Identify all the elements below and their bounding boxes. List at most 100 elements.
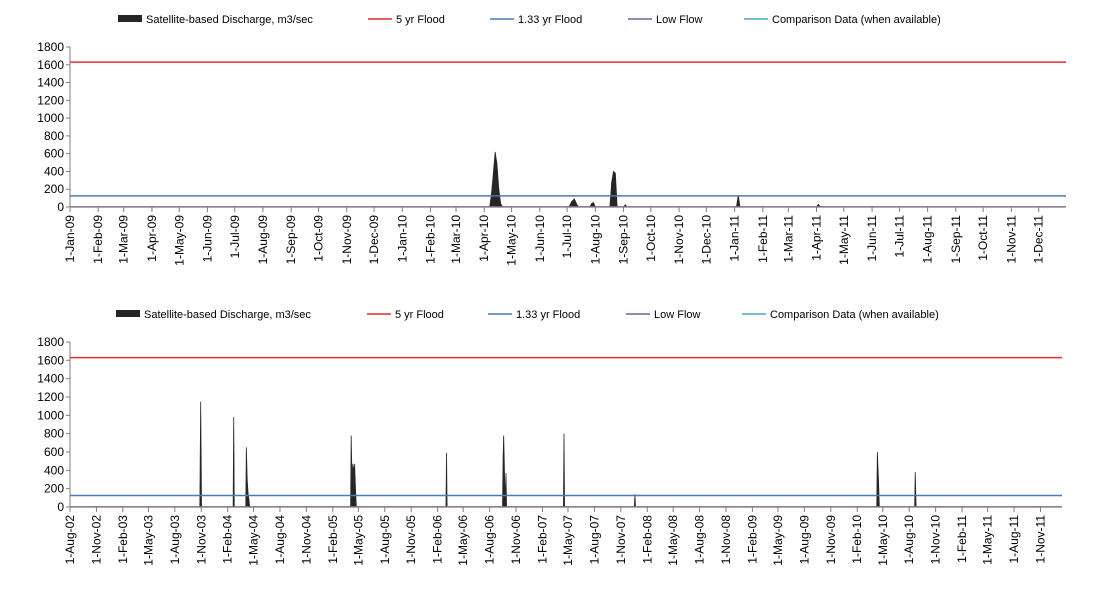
y-tick-label: 1200 (37, 93, 64, 107)
y-tick-label: 800 (44, 129, 64, 143)
x-tick-label: 1-Aug-09 (797, 515, 811, 565)
legend-label: Low Flow (654, 309, 701, 321)
x-tick-label: 1-May-10 (505, 215, 519, 266)
x-tick-label: 1-Sep-11 (949, 215, 963, 264)
x-tick-label: 1-May-09 (172, 215, 186, 266)
y-tick-label: 1000 (37, 408, 64, 422)
x-tick-label: 1-May-11 (981, 515, 995, 565)
x-tick-label: 1-Aug-10 (588, 215, 602, 265)
x-tick-label: 1-Feb-10 (424, 215, 438, 264)
x-tick-label: 1-Aug-05 (378, 515, 392, 565)
legend-entry-flood133: 1.33 yr Flood (490, 14, 582, 26)
x-tick-label: 1-Mar-09 (117, 215, 131, 264)
x-tick-label: 1-Jul-10 (560, 215, 574, 259)
x-tick-label: 1-Jan-10 (395, 215, 409, 263)
legend-entry-comparison: Comparison Data (when available) (744, 14, 941, 26)
x-tick-label: 1-Nov-08 (719, 515, 733, 565)
x-tick-label: 1-May-08 (666, 515, 680, 566)
legend-swatch (118, 15, 142, 22)
legend-entry-lowflow: Low Flow (628, 14, 703, 26)
legend: Satellite-based Discharge, m3/sec 5 yr Fl… (118, 14, 941, 26)
x-tick-label: 1-Nov-09 (340, 215, 354, 265)
x-tick-label: 1-Oct-10 (644, 215, 658, 262)
x-tick-label: 1-May-09 (771, 515, 785, 566)
x-tick-label: 1-Nov-06 (509, 515, 523, 565)
legend-entry-flood5: 5 yr Flood (367, 309, 444, 321)
x-tick-label: 1-Apr-09 (145, 215, 159, 262)
x-tick-label: 1-Aug-06 (483, 515, 497, 565)
x-tick-label: 1-Feb-11 (955, 515, 969, 563)
x-tick-label: 1-Feb-09 (91, 215, 105, 264)
y-tick-label: 1800 (37, 40, 64, 54)
y-tick-label: 200 (44, 182, 64, 196)
legend-entry-flood133: 1.33 yr Flood (488, 309, 580, 321)
x-tick-label: 1-Nov-07 (614, 515, 628, 565)
x-tick-label: 1-Nov-11 (1033, 515, 1047, 564)
x-tick-label: 1-May-05 (351, 515, 365, 566)
legend-entry-flood5: 5 yr Flood (368, 14, 445, 26)
y-tick-label: 800 (44, 427, 64, 441)
x-tick-label: 1-Apr-11 (810, 215, 824, 261)
x-tick-label: 1-Jul-11 (892, 215, 906, 258)
legend-label: Comparison Data (when available) (772, 14, 941, 26)
x-tick-label: 1-Nov-11 (1004, 215, 1018, 264)
y-tick-label: 1600 (37, 353, 64, 367)
x-tick-label: 1-Nov-03 (194, 515, 208, 565)
x-tick-label: 1-May-07 (561, 515, 575, 566)
discharge-chart-2009-2011: Satellite-based Discharge, m3/sec 5 yr Fl… (37, 14, 1066, 266)
legend-label: 5 yr Flood (396, 14, 445, 26)
x-tick-label: 1-Aug-04 (273, 515, 287, 565)
x-axis: 1-Aug-02 1-Nov-02 1-Feb-03 1-May-03 1-Aug-03… (63, 506, 1062, 566)
legend-label: 5 yr Flood (395, 309, 444, 321)
y-tick-label: 1200 (37, 390, 64, 404)
legend-label: 1.33 yr Flood (518, 14, 582, 26)
x-tick-label: 1-Feb-10 (850, 515, 864, 564)
x-tick-label: 1-May-04 (247, 515, 261, 566)
x-tick-label: 1-Jan-09 (63, 215, 77, 263)
x-tick-label: 1-Nov-05 (404, 515, 418, 565)
x-tick-label: 1-Feb-05 (326, 515, 340, 564)
y-tick-label: 400 (44, 463, 64, 477)
discharge-area (70, 401, 1062, 508)
x-tick-label: 1-Aug-10 (902, 515, 916, 565)
y-tick-label: 600 (44, 147, 64, 161)
x-tick-label: 1-Jan-11 (728, 215, 742, 262)
x-tick-label: 1-Feb-11 (756, 215, 770, 263)
x-tick-label: 1-Feb-04 (221, 515, 235, 564)
x-tick-label: 1-Feb-06 (431, 515, 445, 564)
x-tick-label: 1-Jun-10 (533, 215, 547, 263)
x-tick-label: 1-Aug-09 (256, 215, 270, 265)
x-tick-label: 1-May-03 (141, 515, 155, 566)
discharge-area (70, 151, 1066, 208)
x-tick-label: 1-Dec-09 (367, 215, 381, 265)
y-tick-label: 1400 (37, 76, 64, 90)
x-tick-label: 1-Aug-11 (1007, 515, 1021, 564)
legend-entry-discharge: Satellite-based Discharge, m3/sec (116, 309, 311, 321)
y-tick-label: 400 (44, 164, 64, 178)
legend-entry-discharge: Satellite-based Discharge, m3/sec (118, 14, 313, 26)
legend-label: 1.33 yr Flood (516, 309, 580, 321)
y-tick-label: 0 (57, 200, 64, 214)
y-tick-label: 1800 (37, 335, 64, 349)
x-tick-label: 1-Feb-09 (745, 515, 759, 564)
x-tick-label: 1-Oct-09 (312, 215, 326, 262)
x-tick-label: 1-May-10 (876, 515, 890, 566)
x-tick-label: 1-Nov-10 (929, 515, 943, 565)
x-tick-label: 1-Aug-03 (168, 515, 182, 565)
x-tick-label: 1-Nov-04 (299, 515, 313, 565)
x-axis: 1-Jan-09 1-Feb-09 1-Mar-09 1-Apr-09 1-May-09… (63, 206, 1066, 266)
x-tick-label: 1-Dec-11 (1032, 215, 1046, 264)
x-tick-label: 1-Dec-10 (699, 215, 713, 265)
x-tick-label: 1-Oct-11 (976, 215, 990, 261)
y-axis: 0 200 400 600 800 1000 1200 1400 1600 1800 (37, 40, 71, 214)
x-tick-label: 1-Mar-11 (781, 215, 795, 263)
x-tick-label: 1-Mar-10 (449, 215, 463, 264)
legend-label: Satellite-based Discharge, m3/sec (146, 14, 313, 26)
y-tick-label: 0 (57, 500, 64, 514)
x-tick-label: 1-Feb-07 (535, 515, 549, 564)
legend: Satellite-based Discharge, m3/sec 5 yr Fl… (116, 309, 939, 321)
x-tick-label: 1-Sep-10 (617, 215, 631, 265)
x-tick-label: 1-Jun-11 (865, 215, 879, 262)
discharge-chart-2002-2011: Satellite-based Discharge, m3/sec 5 yr Fl… (37, 309, 1062, 566)
legend-label: Low Flow (656, 14, 703, 26)
